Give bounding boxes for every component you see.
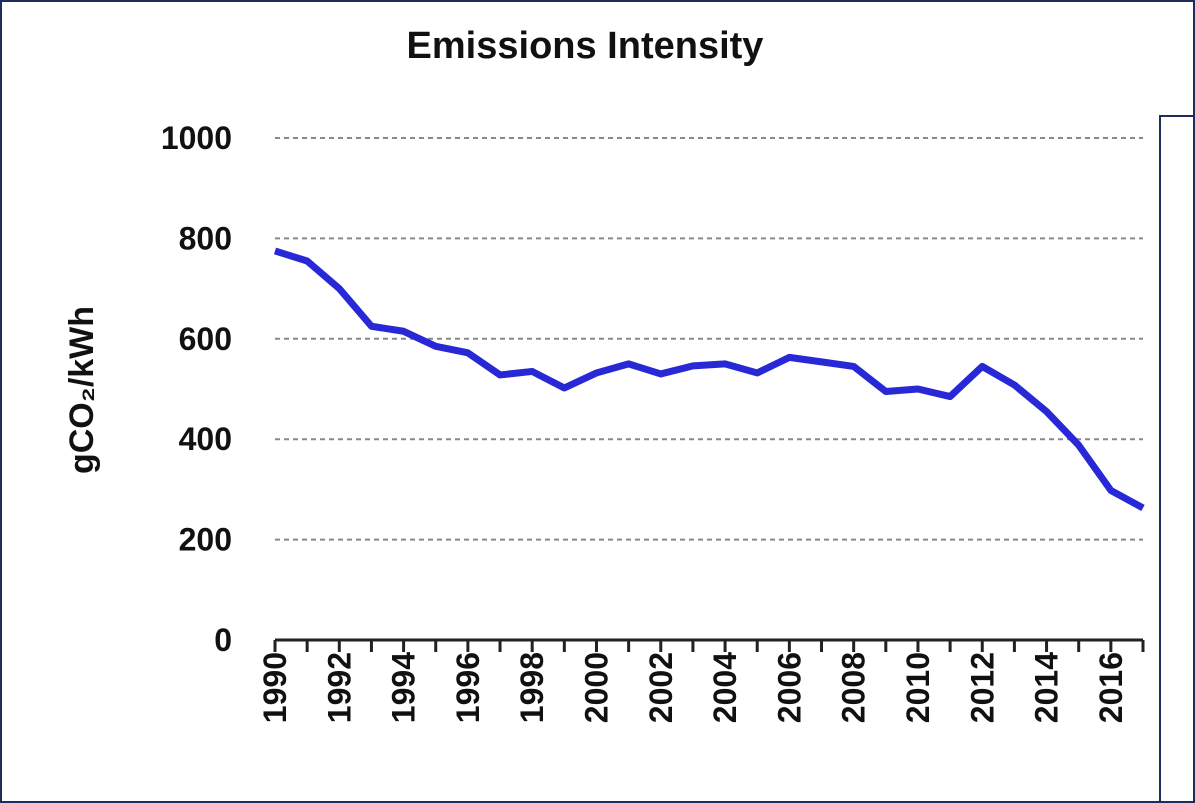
x-tick-label: 2002 — [643, 652, 679, 723]
x-tick-label: 1996 — [450, 652, 486, 723]
y-axis-label: gCO₂/kWh — [63, 306, 101, 474]
y-tick-label: 200 — [179, 522, 232, 558]
data-line — [273, 247, 1145, 512]
y-tick-label: 600 — [179, 321, 232, 357]
x-tick-label: 1992 — [321, 652, 357, 723]
x-tick-label: 1994 — [386, 652, 422, 723]
x-tick-label: 2006 — [771, 652, 807, 723]
x-tick-label: 2012 — [964, 652, 1000, 723]
y-tick-label: 0 — [214, 622, 232, 658]
x-tick-label: 2016 — [1093, 652, 1129, 723]
x-tick-label: 2014 — [1029, 652, 1065, 723]
x-tick-label: 2004 — [707, 652, 743, 723]
adjacent-panel — [1159, 115, 1195, 803]
x-tick-label: 2000 — [578, 652, 614, 723]
y-tick-label: 400 — [179, 421, 232, 457]
x-tick-label: 2008 — [836, 652, 872, 723]
y-tick-label: 800 — [179, 220, 232, 256]
x-tick-label: 1998 — [514, 652, 550, 723]
chart-title: Emissions Intensity — [407, 25, 764, 67]
x-tick-label: 1990 — [257, 652, 293, 723]
x-tick-label: 2010 — [900, 652, 936, 723]
y-tick-label: 1000 — [161, 120, 232, 156]
